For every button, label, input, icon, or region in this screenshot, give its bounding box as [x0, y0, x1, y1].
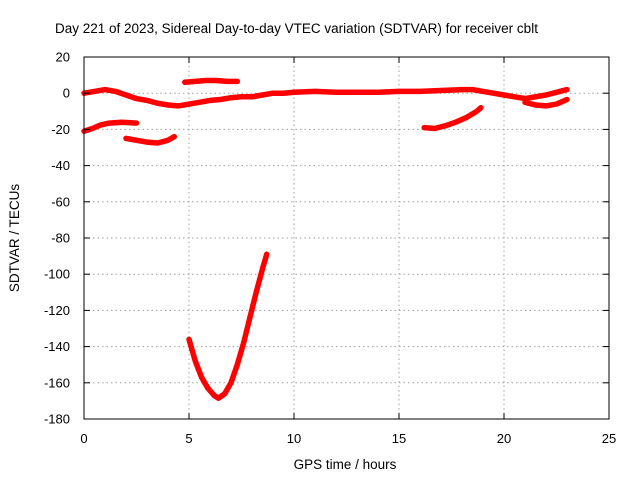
y-tick-label: -80 — [51, 231, 70, 246]
trace-left-mid — [123, 133, 178, 146]
x-tick-label: 10 — [287, 431, 301, 446]
y-tick-label: -140 — [44, 339, 70, 354]
y-tick-label: -160 — [44, 375, 70, 390]
trace-dip — [186, 251, 270, 401]
chart-title: Day 221 of 2023, Sidereal Day-to-day VTE… — [55, 21, 538, 36]
y-tick-label: -40 — [51, 158, 70, 173]
x-tick-label: 5 — [185, 431, 192, 446]
x-tick-label: 20 — [497, 431, 511, 446]
trace-lower-right — [522, 96, 570, 109]
x-axis-label: GPS time / hours — [294, 457, 397, 472]
y-tick-label: -20 — [51, 122, 70, 137]
y-tick-label: -120 — [44, 303, 70, 318]
y-tick-label: -100 — [44, 267, 70, 282]
data-series — [81, 77, 570, 401]
y-tick-labels: 20 0 -20 -40 -60 -80 -100 -120 -140 -160 -180 — [44, 50, 70, 427]
axis-ticks — [83, 56, 610, 420]
trace-main — [81, 86, 570, 109]
x-tick-label: 0 — [80, 431, 87, 446]
trace-upper-mid — [182, 77, 241, 86]
x-tick-labels: 0 5 10 15 20 25 — [80, 431, 616, 446]
y-axis-label: SDTVAR / TECUs — [7, 184, 22, 293]
y-tick-label: -60 — [51, 194, 70, 209]
x-tick-label: 25 — [602, 431, 616, 446]
y-tick-label: -180 — [44, 412, 70, 427]
grid-lines — [84, 57, 609, 419]
trace-left-low — [81, 119, 140, 134]
trace-right-low — [421, 104, 484, 132]
y-tick-label: 0 — [63, 86, 70, 101]
x-tick-label: 15 — [392, 431, 406, 446]
y-tick-label: 20 — [56, 50, 70, 65]
